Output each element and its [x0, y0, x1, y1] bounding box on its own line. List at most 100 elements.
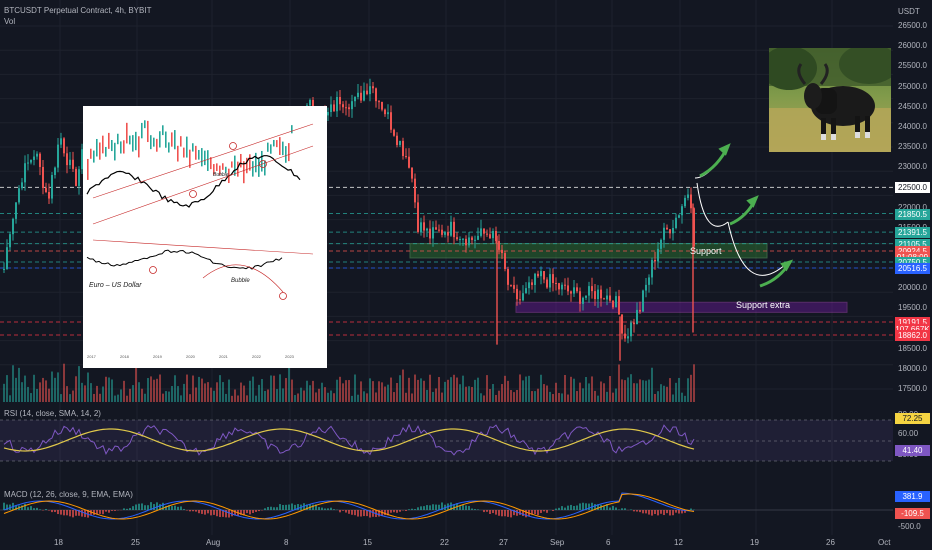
macd-hist — [396, 510, 398, 513]
volume-bar — [123, 380, 125, 402]
volume-bar — [294, 395, 296, 402]
macd-hist — [498, 510, 500, 516]
inset-candle — [135, 131, 137, 151]
macd-hist — [543, 510, 545, 512]
candle-body — [513, 285, 515, 289]
macd-hist — [669, 510, 671, 516]
macd-hist — [93, 510, 95, 515]
inset-candle — [192, 143, 194, 152]
candle-body — [654, 259, 656, 262]
volume-bar — [561, 393, 563, 402]
volume-bar — [189, 394, 191, 402]
volume-bar — [393, 392, 395, 402]
candle-body — [432, 227, 434, 239]
candle-body — [39, 153, 41, 167]
volume-bar — [75, 376, 77, 402]
candle-body — [444, 232, 446, 235]
volume-bar — [582, 388, 584, 402]
inset-candle — [159, 131, 161, 148]
candle-body — [621, 314, 623, 334]
date-tick: Aug — [206, 538, 221, 547]
macd-hist — [213, 510, 215, 515]
macd-hist — [654, 510, 656, 515]
volume-bar — [351, 395, 353, 402]
volume-bar — [342, 383, 344, 402]
macd-hist — [150, 502, 152, 510]
candle-body — [516, 288, 518, 300]
volume-bar — [519, 374, 521, 402]
volume-bar — [384, 386, 386, 402]
currency-label: USDT — [898, 7, 920, 16]
volume-bar — [156, 378, 158, 402]
price-badge: 22500.0 — [895, 182, 930, 194]
macd-hist — [648, 510, 650, 515]
macd-hist — [363, 510, 365, 517]
volume-bar — [591, 376, 593, 402]
volume-bar — [438, 377, 440, 402]
volume-bar — [516, 389, 518, 402]
candle-body — [594, 291, 596, 300]
candle-body — [417, 202, 419, 232]
volume-bar — [195, 387, 197, 402]
macd-hist — [21, 505, 23, 510]
inset-channel — [92, 123, 314, 199]
volume-bar — [465, 386, 467, 402]
macd-hist — [135, 504, 137, 510]
volume-bar — [660, 384, 662, 402]
inset-candle — [204, 150, 206, 166]
price-tick: 19500.0 — [898, 303, 927, 313]
macd-hist — [207, 510, 209, 514]
candle-body — [627, 336, 629, 339]
macd-hist — [171, 506, 173, 510]
volume-bar — [210, 387, 212, 402]
macd-hist — [561, 506, 563, 510]
volume-bar — [336, 379, 338, 402]
macd-hist — [681, 510, 683, 514]
date-tick: 25 — [131, 538, 140, 547]
price-tick: 26500.0 — [898, 21, 927, 30]
candle-body — [450, 221, 452, 236]
macd-hist — [360, 510, 362, 517]
candle-body — [528, 282, 530, 289]
candle-body — [573, 287, 575, 294]
volume-bar — [360, 381, 362, 402]
volume-bar — [246, 395, 248, 402]
candle-body — [15, 202, 17, 219]
macd-hist — [441, 502, 443, 510]
arrow-head — [718, 143, 731, 156]
volume-bar — [690, 374, 692, 402]
macd-hist — [168, 505, 170, 510]
candle-body — [693, 208, 695, 247]
volume-bar — [507, 380, 509, 402]
volume-bar — [111, 379, 113, 402]
macd-hist — [603, 506, 605, 510]
candle-body — [570, 291, 572, 294]
macd-hist — [216, 510, 218, 517]
inset-candle — [120, 141, 122, 154]
volume-bar — [144, 393, 146, 402]
candle-body — [309, 99, 311, 106]
volume-bar — [396, 382, 398, 402]
candle-body — [3, 268, 5, 270]
candle-body — [345, 107, 347, 109]
macd-hist — [228, 510, 230, 518]
candle-body — [393, 129, 395, 136]
inset-candle — [126, 122, 128, 144]
volume-bar — [84, 385, 86, 402]
volume-bar — [90, 383, 92, 402]
inset-candle — [171, 132, 173, 147]
volume-bar — [657, 391, 659, 402]
macd-hist — [492, 510, 494, 514]
arrow-head — [746, 195, 759, 208]
volume-bar — [15, 377, 17, 402]
macd-hist — [147, 505, 149, 510]
volume-bar — [240, 382, 242, 402]
volume-bar — [414, 374, 416, 402]
macd-hist — [684, 510, 686, 513]
candle-body — [363, 90, 365, 101]
volume-bar — [423, 380, 425, 402]
macd-hist — [189, 510, 191, 512]
macd-hist — [408, 509, 410, 510]
